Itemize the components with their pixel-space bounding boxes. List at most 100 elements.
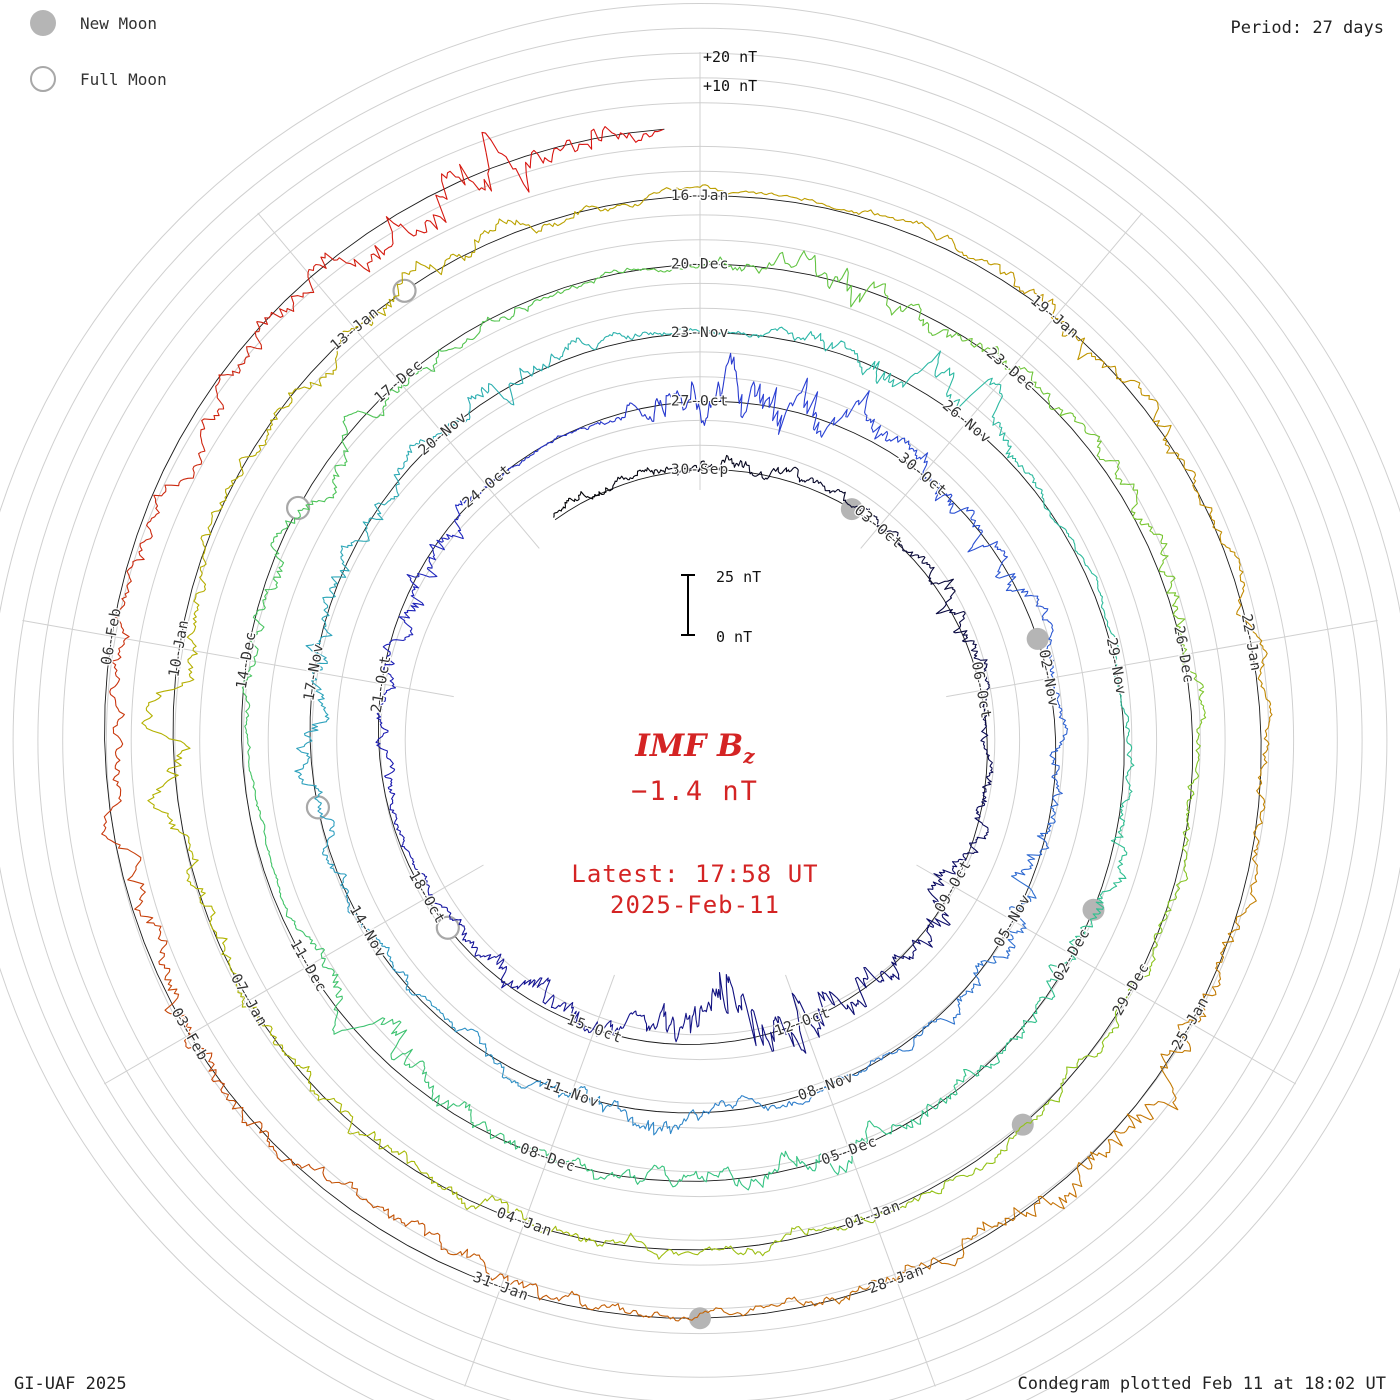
bz-trace-segment [109,568,132,707]
bz-trace-segment [799,1120,894,1176]
bz-trace-segment [141,707,191,833]
grid-spoke [103,864,484,1085]
bz-trace-segment [1014,802,1059,877]
date-label: 30-Sep [671,462,729,478]
date-label: 06-Oct [968,660,994,720]
bz-trace-segment [500,971,567,1012]
date-label: 23-Dec [983,345,1038,395]
bz-trace-segment [865,1020,937,1071]
bz-trace-segment [332,1010,426,1068]
bz-trace-segment [329,1180,445,1251]
reference-circle [379,419,1021,1061]
bz-trace-segment [1153,825,1191,937]
plotted-timestamp-label: Condegram plotted Feb 11 at 18:02 UT [1017,1374,1386,1394]
legend-full-moon: Full Moon [30,62,167,96]
bz-trace-segment [353,349,445,419]
date-label: 02-Nov [1035,648,1061,708]
bz-trace-segment [464,1195,582,1242]
bz-trace-segment [828,966,900,1016]
bz-trace-segment [935,593,978,659]
date-label: 20-Nov [416,409,471,459]
bz-trace-segment [754,250,861,308]
legend-full-moon-label: Full Moon [80,69,167,89]
bz-trace-segment [1103,935,1158,1041]
bz-trace-segment [746,326,845,352]
date-label: 16-Jan [671,188,729,204]
bz-trace-segment [992,875,1037,960]
bz-trace-segment [699,1296,833,1317]
bz-trace-segment [770,991,833,1054]
date-label: 29-Dec [1110,960,1153,1019]
new-moon-marker [1011,1113,1034,1136]
bz-trace-segment [699,1225,817,1257]
credit-label: GI-UAF 2025 [14,1374,127,1394]
moon-legend: New Moon Full Moon [30,6,167,118]
bz-trace-segment [262,509,303,610]
bz-trace-segment [699,1095,787,1118]
bz-trace-segment [563,1001,637,1037]
bz-trace-segment [628,128,664,143]
bz-trace-segment [1119,714,1135,815]
bz-trace-segment [1049,718,1069,804]
bz-trace-segment [763,192,891,219]
reference-circle [199,239,1201,1241]
bz-trace-segment [128,451,203,570]
bz-trace-segment [481,126,630,193]
bz-trace-segment [288,916,343,1011]
bz-trace-segment [786,1069,867,1107]
bz-trace-segment [699,1150,801,1191]
bz-trace-segment [897,437,953,506]
bz-trace-segment [668,454,733,476]
bz-trace-segment [376,645,397,722]
date-label: 26-Nov [939,398,994,448]
bz-trace-segment [995,566,1054,636]
scalebar-max-label: 25 nT [716,568,762,586]
bz-trace-segment [637,184,765,207]
bz-trace-segment [963,790,989,855]
bz-trace-segment [890,216,1007,276]
bz-trace-segment [458,919,507,972]
bz-trace-segment [317,806,350,892]
reference-circle [37,77,1363,1400]
grid-spoke [860,212,1143,549]
bz-trace-segment [389,793,415,865]
bz-trace-segment [853,505,904,549]
full-moon-marker [435,915,460,940]
bz-trace-segment [321,540,356,628]
bz-trace-segment [1072,1091,1179,1188]
bz-trace-segment [1005,445,1066,530]
bz-trace-segment [241,608,265,715]
new-moon-marker [840,498,863,521]
imf-bz-title: IMF Bz [635,728,755,769]
date-label: 02-Dec [1051,926,1094,985]
ref-plus10-label: +10 nT [703,77,758,95]
bz-trace-segment [902,548,956,595]
reference-circle [404,444,996,1036]
bz-trace-segment [225,1092,331,1182]
bz-trace-segment [927,853,967,926]
bz-trace-segment [384,573,425,647]
date-label: 29-Nov [1103,637,1129,697]
bz-trace-segment [301,412,354,511]
full-moon-marker [285,495,311,521]
bz-trace-segment [973,657,990,724]
reference-circle [12,52,1388,1400]
bz-trace-segment [1183,460,1244,579]
bz-trace-segment [1216,837,1260,964]
date-label: 03-Feb [168,1006,211,1065]
bz-trace-segment [539,267,645,302]
reference-circle [267,307,1133,1173]
reference-circle [242,282,1158,1198]
bz-trace-segment [941,367,1012,447]
bz-trace-segment [510,203,638,234]
bz-trace-segment [731,460,799,481]
bz-trace-segment [375,720,396,795]
bz-trace-segment [595,1164,701,1188]
bz-trace-segment [1044,634,1064,720]
bz-trace-segment [1172,596,1205,711]
date-label: 24-Oct [460,462,515,512]
latest-time-label: Latest: 17:58 UT [571,860,819,888]
grid-spoke [785,974,936,1387]
date-label: 21-Oct [369,654,395,714]
